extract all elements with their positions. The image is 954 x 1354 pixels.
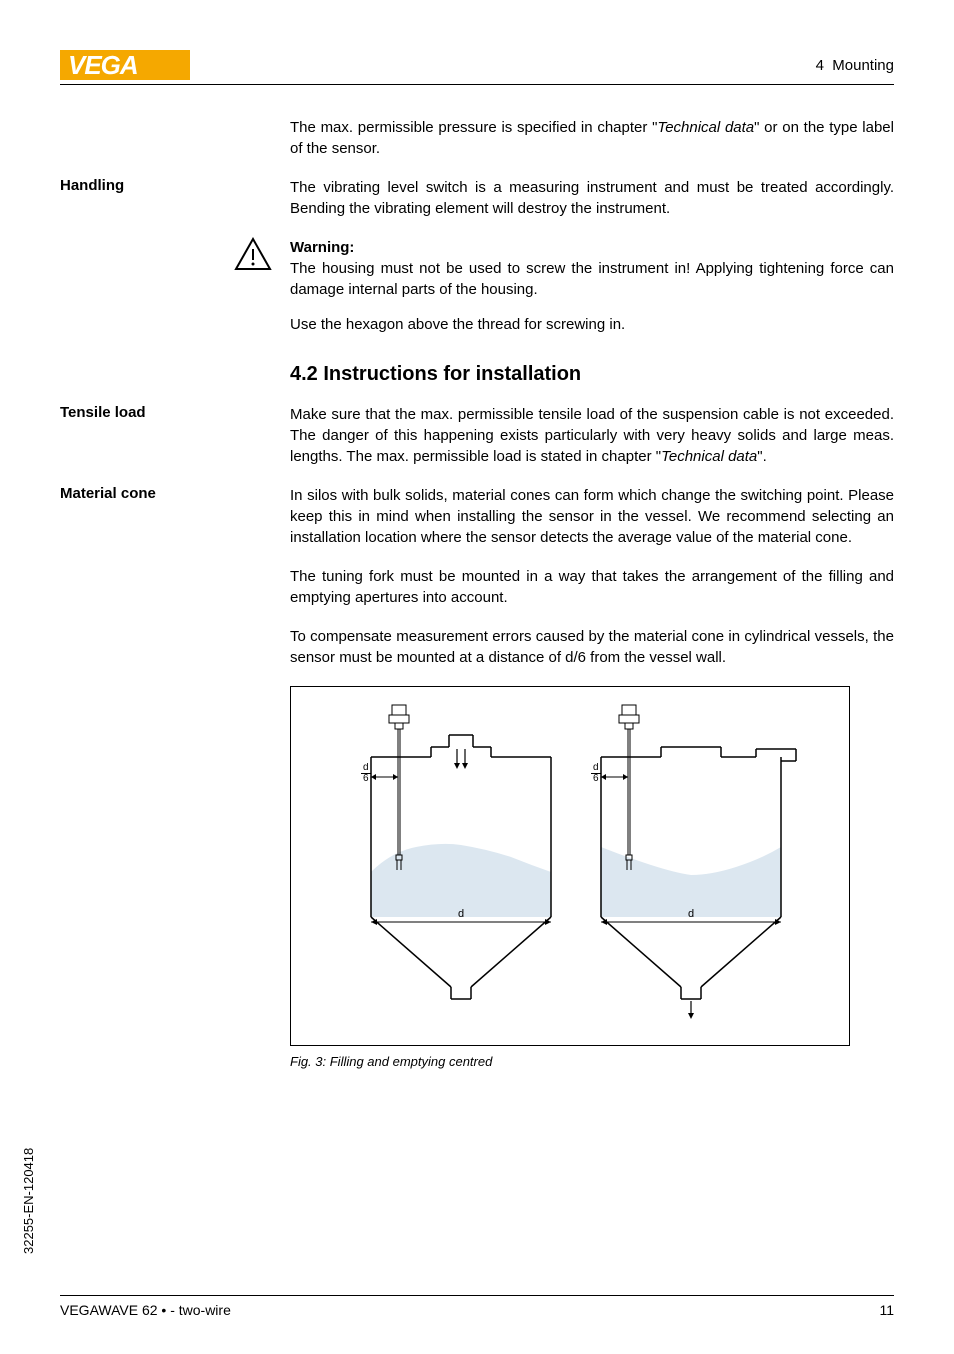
warning-row: Warning: The housing must not be used to… (60, 237, 894, 300)
material-label: Material cone (60, 485, 290, 548)
intro-text: The max. permissible pressure is specifi… (290, 117, 894, 159)
handling-label: Handling (60, 177, 290, 219)
svg-text:d: d (458, 908, 464, 920)
material-row-2: The tuning fork must be mounted in a way… (60, 566, 894, 608)
footer-left: VEGAWAVE 62 • - two-wire (60, 1302, 231, 1318)
warning-content: Warning: The housing must not be used to… (290, 237, 894, 300)
page-header: VEGA 4 Mounting (60, 50, 894, 85)
doc-id-vertical: 32255-EN-120418 (21, 1148, 36, 1254)
figure-3-box: d d6 (290, 686, 850, 1046)
material-p2: The tuning fork must be mounted in a way… (290, 566, 894, 608)
figure-container: d d6 (290, 686, 894, 1069)
vega-logo: VEGA (60, 50, 190, 80)
warning-text: The housing must not be used to screw th… (290, 258, 894, 300)
tensile-label: Tensile load (60, 404, 290, 467)
hexagon-text: Use the hexagon above the thread for scr… (290, 314, 894, 335)
material-p3: To compensate measurement errors caused … (290, 626, 894, 668)
tensile-row: Tensile load Make sure that the max. per… (60, 404, 894, 467)
section-heading-4-2: 4.2 Instructions for installation (290, 363, 894, 386)
svg-text:d: d (688, 908, 694, 920)
material-row: Material cone In silos with bulk solids,… (60, 485, 894, 548)
intro-row: The max. permissible pressure is specifi… (60, 117, 894, 159)
hexagon-row: Use the hexagon above the thread for scr… (60, 314, 894, 335)
warning-title: Warning: (290, 237, 894, 258)
figure-caption: Fig. 3: Filling and emptying centred (290, 1054, 894, 1069)
warning-triangle-icon (234, 237, 272, 271)
material-row-3: To compensate measurement errors caused … (60, 626, 894, 668)
svg-text:VEGA: VEGA (68, 50, 138, 80)
warning-icon-col (60, 237, 290, 300)
handling-text: The vibrating level switch is a measurin… (290, 177, 894, 219)
material-p1: In silos with bulk solids, material cone… (290, 485, 894, 548)
section-number: 4 (816, 57, 824, 74)
page-footer: VEGAWAVE 62 • - two-wire 11 (60, 1295, 894, 1318)
section-title: Mounting (832, 57, 894, 74)
footer-page-number: 11 (879, 1302, 894, 1318)
intro-sidebar (60, 117, 290, 159)
tensile-text: Make sure that the max. permissible tens… (290, 404, 894, 467)
handling-row: Handling The vibrating level switch is a… (60, 177, 894, 219)
header-section-label: 4 Mounting (816, 57, 894, 74)
